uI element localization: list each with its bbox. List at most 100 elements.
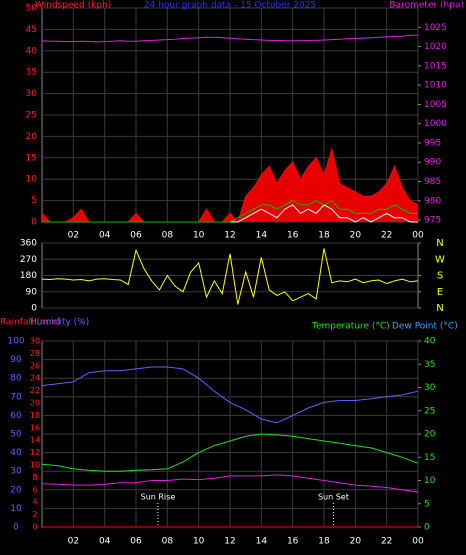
y-tick-label: 40	[10, 448, 22, 458]
y-tick-label: 40	[26, 46, 38, 56]
y3-tick-label: 28	[30, 349, 40, 358]
y2-tick-label: 985	[424, 177, 441, 187]
x-tick-label: 18	[318, 537, 330, 547]
y-tick-label: 35	[26, 68, 37, 78]
y-tick-label: 60	[10, 411, 22, 421]
series-line	[42, 199, 418, 223]
x-tick-label: 06	[130, 537, 142, 547]
y-tick-label: 0	[31, 218, 37, 228]
y2-tick-label: E	[437, 287, 443, 298]
y-tick-label: 45	[26, 25, 37, 35]
x-tick-label: 14	[256, 231, 268, 241]
x-tick-label: 16	[287, 231, 299, 241]
y-tick-label: 5	[31, 196, 37, 206]
y-tick-label: 360	[20, 239, 37, 249]
y-tick-label: 0	[13, 523, 19, 533]
y3-tick-label: 24	[30, 374, 40, 383]
y2-axis-label: Barometer (hpa)	[389, 1, 464, 11]
legend-entry: Dew Point (°C)	[392, 322, 458, 332]
x-tick-label: 20	[350, 537, 362, 547]
y3-tick-label: 16	[30, 423, 40, 432]
x-tick-label: 14	[256, 537, 268, 547]
legend-entry: Rainfall (mm)	[0, 318, 61, 328]
x-tick-label: 18	[318, 231, 330, 241]
y2-tick-label: 35	[424, 360, 435, 370]
x-tick-label: 12	[224, 537, 235, 547]
x-tick-label: 20	[350, 231, 362, 241]
chart-title: 24 hour graph data - 15 October 2025	[144, 1, 316, 11]
y-tick-label: 90	[26, 287, 38, 297]
x-tick-label: 00	[412, 231, 424, 241]
y2-tick-label: 5	[424, 499, 430, 509]
y-tick-label: 30	[26, 89, 38, 99]
y-tick-label: 20	[10, 485, 22, 495]
y3-tick-label: 10	[30, 461, 40, 470]
y-tick-label: 270	[20, 255, 37, 265]
y-axis-label: Windspeed (kph)	[35, 1, 111, 11]
y2-tick-label: 980	[424, 196, 441, 206]
y3-tick-label: 0	[32, 523, 37, 532]
y-tick-label: 30	[10, 467, 22, 477]
y-tick-label: 10	[26, 175, 38, 185]
y3-tick-label: 2	[32, 510, 37, 519]
y2-tick-label: 40	[424, 337, 436, 347]
x-tick-label: 22	[381, 537, 392, 547]
y3-tick-label: 18	[30, 411, 40, 420]
x-tick-label: 04	[99, 231, 111, 241]
y-tick-label: 10	[10, 504, 22, 514]
legend-entry: Temperature (°C)	[311, 322, 390, 332]
series-line	[41, 34, 419, 43]
y2-tick-label: 1025	[424, 23, 447, 33]
x-tick-label: 16	[287, 537, 299, 547]
x-tick-label: 04	[99, 537, 111, 547]
y2-tick-label: 15	[424, 453, 435, 463]
y2-tick-label: 1000	[424, 119, 447, 129]
y2-tick-label: 1010	[424, 81, 447, 91]
y-tick-label: 90	[10, 355, 22, 365]
series-line	[41, 248, 419, 305]
y3-tick-label: 22	[30, 386, 40, 395]
x-tick-label: 08	[162, 231, 174, 241]
x-tick-label: 10	[193, 231, 205, 241]
series-area	[42, 149, 418, 222]
x-tick-label: 12	[224, 231, 235, 241]
y3-tick-label: 6	[32, 485, 37, 494]
y2-tick-label: 995	[424, 138, 441, 148]
y-tick-label: 180	[20, 271, 37, 281]
x-tick-label: 02	[68, 231, 79, 241]
y2-tick-label: S	[437, 271, 443, 282]
y3-tick-label: 14	[30, 436, 40, 445]
x-tick-label: 08	[162, 537, 174, 547]
y3-tick-label: 20	[30, 399, 40, 408]
y-tick-label: 25	[26, 111, 37, 121]
series-line	[41, 474, 419, 493]
y-tick-label: 20	[26, 132, 38, 142]
y2-tick-label: 10	[424, 476, 436, 486]
x-tick-label: 06	[130, 231, 142, 241]
y-tick-label: 50	[26, 4, 38, 14]
x-tick-label: 22	[381, 231, 392, 241]
y2-tick-label: 30	[424, 383, 436, 393]
y2-tick-label: W	[435, 254, 445, 265]
y2-tick-label: 0	[424, 523, 430, 533]
x-tick-label: 00	[412, 537, 424, 547]
y-tick-label: 70	[10, 392, 22, 402]
annotation: Sun Set	[318, 493, 349, 502]
x-tick-label: 10	[193, 537, 205, 547]
y3-tick-label: 12	[30, 448, 40, 457]
y3-tick-label: 26	[30, 361, 40, 370]
legend-entry: Humidity (%)	[30, 318, 89, 328]
y2-tick-label: 975	[424, 216, 441, 226]
y3-tick-label: 4	[32, 498, 37, 507]
y3-tick-label: 30	[30, 337, 40, 346]
y-tick-label: 50	[10, 430, 22, 440]
y2-tick-label: 1005	[424, 100, 447, 110]
y2-tick-label: N	[436, 238, 443, 249]
y-tick-label: 0	[31, 304, 37, 314]
y3-tick-label: 8	[32, 473, 37, 482]
y2-tick-label: 1020	[424, 42, 447, 52]
annotation: Sun Rise	[141, 493, 176, 502]
y-tick-label: 100	[7, 337, 24, 347]
series-line	[41, 366, 419, 424]
y-tick-label: 15	[26, 153, 37, 163]
